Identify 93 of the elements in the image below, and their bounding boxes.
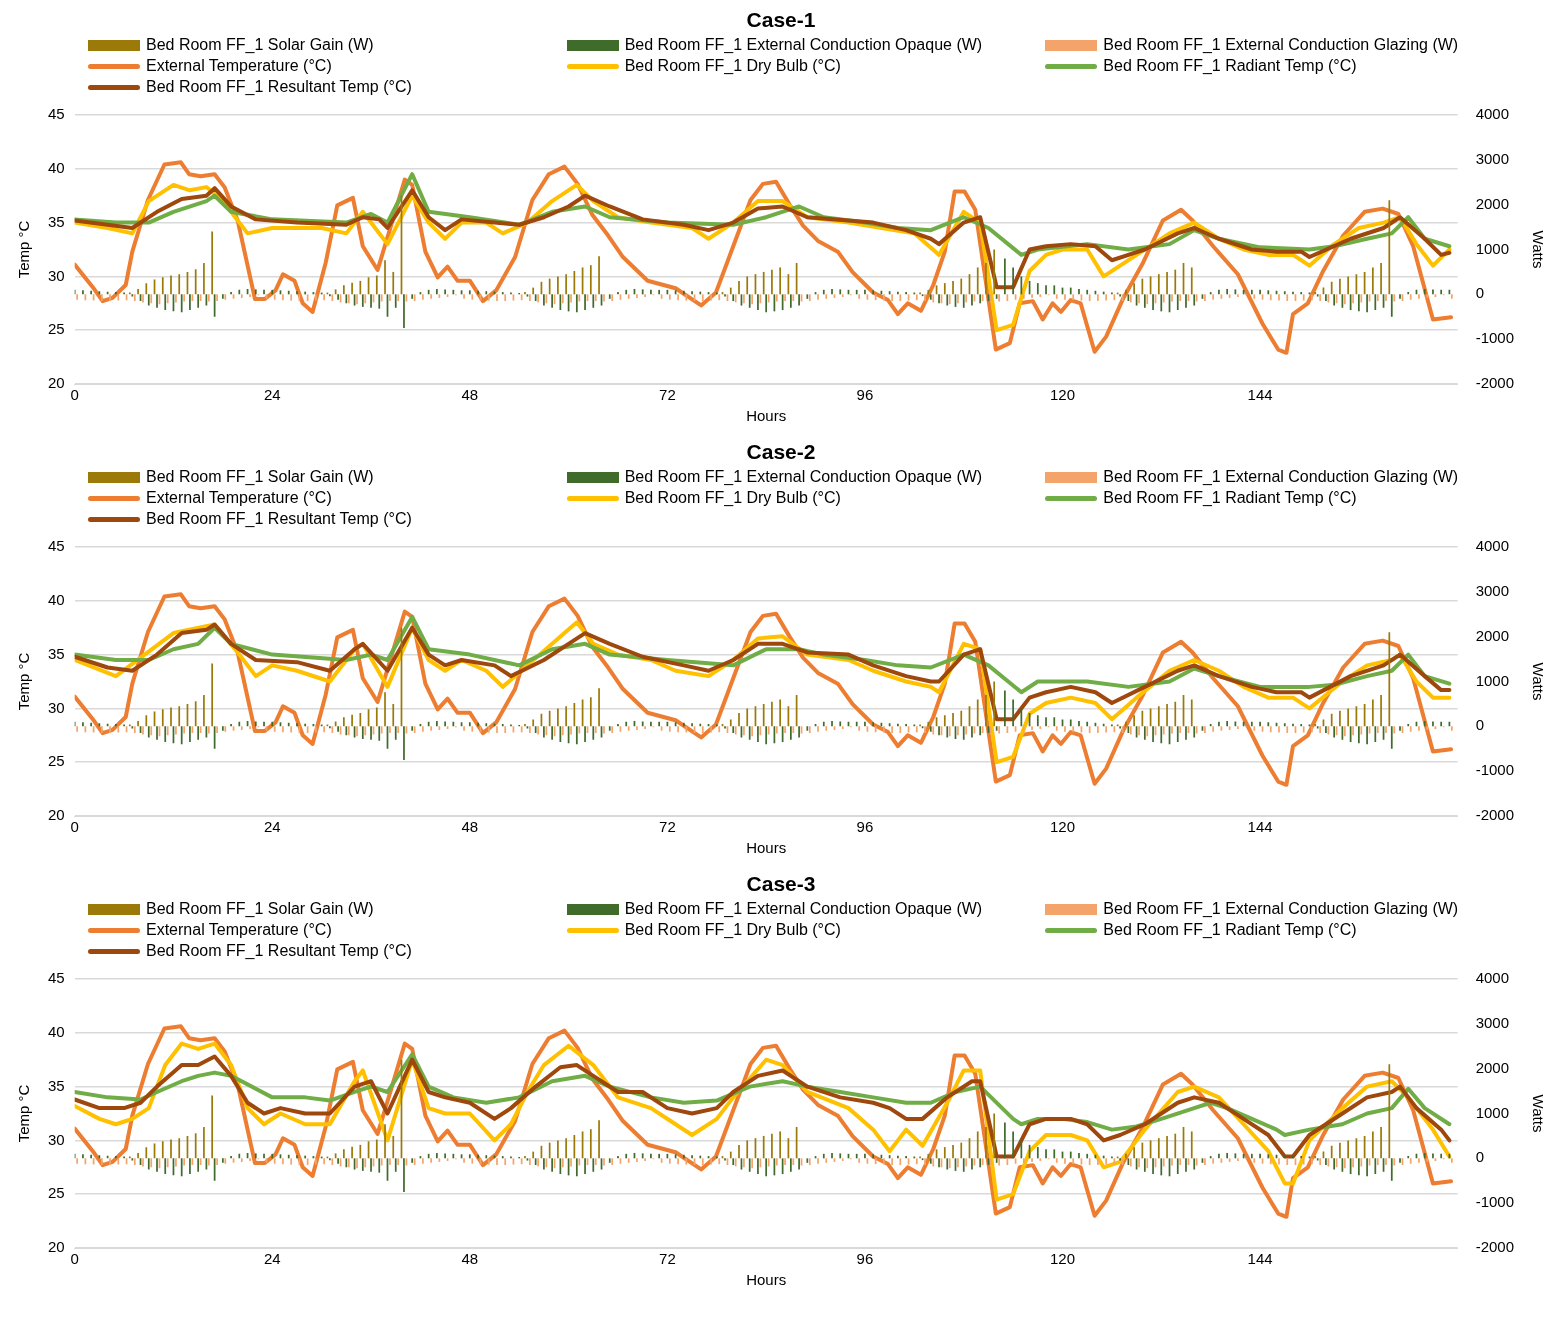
legend-label: Bed Room FF_1 Radiant Temp (°C) (1103, 57, 1357, 75)
y2-tick-label: -1000 (1475, 761, 1515, 779)
x-tick-label: 72 (659, 1250, 676, 1268)
x-tick-label: 24 (263, 386, 281, 404)
x-tick-label: 24 (263, 1250, 281, 1268)
y2-tick-label: 4000 (1475, 105, 1510, 123)
x-axis-title: Hours (746, 407, 787, 425)
x-tick-label: 120 (1049, 818, 1076, 836)
y-tick-label: 30 (48, 266, 65, 284)
x-axis-title: Hours (746, 839, 787, 857)
chart-title: Case-1 (745, 8, 817, 33)
y2-tick-label: 1000 (1475, 239, 1510, 257)
legend-label: Bed Room FF_1 Solar Gain (W) (146, 900, 374, 918)
y2-tick-label: 3000 (1475, 581, 1510, 599)
y2-tick-label: -2000 (1475, 374, 1515, 392)
y-tick-label: 20 (48, 374, 65, 392)
legend-label: External Temperature (°C) (146, 489, 332, 507)
legend-label: Bed Room FF_1 Dry Bulb (°C) (624, 921, 841, 939)
y-tick-label: 45 (48, 105, 65, 123)
legend-label: External Temperature (°C) (146, 921, 332, 939)
y-axis-title: Temp °C (15, 220, 33, 279)
x-tick-label: 72 (659, 818, 676, 836)
y-tick-label: 25 (48, 752, 65, 770)
x-tick-label: 96 (856, 386, 874, 404)
legend-label: Bed Room FF_1 Resultant Temp (°C) (146, 78, 412, 96)
legend-label: Bed Room FF_1 External Conduction Glazing (W) (1103, 468, 1459, 486)
x-tick-label: 144 (1247, 1250, 1273, 1268)
y-tick-label: 25 (48, 1184, 65, 1202)
y2-tick-label: 3000 (1475, 149, 1510, 167)
legend-label: Bed Room FF_1 External Conduction Opaque (W) (624, 900, 983, 918)
y2-axis-title: Watts (1529, 1094, 1547, 1133)
y2-tick-label: -2000 (1475, 1238, 1515, 1256)
legend-label: Bed Room FF_1 Radiant Temp (°C) (1103, 921, 1357, 939)
legend-label: Bed Room FF_1 Radiant Temp (°C) (1103, 489, 1357, 507)
y-tick-label: 40 (48, 1022, 65, 1040)
y2-tick-label: 1000 (1475, 1103, 1510, 1121)
x-tick-label: 144 (1247, 386, 1273, 404)
y-tick-label: 40 (48, 590, 65, 608)
chart-title: Case-2 (745, 440, 817, 465)
x-tick-label: 0 (70, 1250, 79, 1268)
y2-tick-label: 0 (1475, 716, 1484, 734)
y2-axis-title: Watts (1529, 662, 1547, 701)
x-tick-label: 72 (659, 386, 676, 404)
y-tick-label: 25 (48, 320, 65, 338)
y2-tick-label: 3000 (1475, 1013, 1510, 1031)
y2-tick-label: 0 (1475, 284, 1484, 302)
x-tick-label: 120 (1049, 1250, 1076, 1268)
chart-title: Case-3 (745, 872, 817, 897)
legend-label: Bed Room FF_1 Solar Gain (W) (146, 36, 374, 54)
x-tick-label: 96 (856, 818, 874, 836)
x-tick-label: 96 (856, 1250, 874, 1268)
y2-tick-label: 2000 (1475, 1058, 1510, 1076)
y-tick-label: 45 (48, 969, 65, 987)
y-axis-title: Temp °C (15, 652, 33, 711)
y2-tick-label: 0 (1475, 1148, 1484, 1166)
legend-label: Bed Room FF_1 External Conduction Opaque (W) (624, 468, 983, 486)
x-tick-label: 48 (461, 1250, 479, 1268)
y2-tick-label: 2000 (1475, 194, 1510, 212)
y-tick-label: 35 (48, 1076, 65, 1094)
legend-label: Bed Room FF_1 Resultant Temp (°C) (146, 942, 412, 960)
x-tick-label: 0 (70, 818, 79, 836)
y-tick-label: 30 (48, 1130, 65, 1148)
y2-tick-label: -1000 (1475, 329, 1515, 347)
x-axis-title: Hours (746, 1271, 787, 1289)
legend-label: Bed Room FF_1 Solar Gain (W) (146, 468, 374, 486)
y2-tick-label: -2000 (1475, 806, 1515, 824)
y2-axis-title: Watts (1529, 230, 1547, 269)
x-tick-label: 48 (461, 818, 479, 836)
y2-tick-label: -1000 (1475, 1193, 1515, 1211)
x-tick-label: 24 (263, 818, 281, 836)
legend-label: Bed Room FF_1 External Conduction Opaque (W) (624, 36, 983, 54)
y2-tick-label: 1000 (1475, 671, 1510, 689)
x-tick-label: 120 (1049, 386, 1076, 404)
y2-tick-label: 2000 (1475, 626, 1510, 644)
y2-tick-label: 4000 (1475, 537, 1510, 555)
legend-label: Bed Room FF_1 External Conduction Glazing (W) (1103, 900, 1459, 918)
x-tick-label: 0 (70, 386, 79, 404)
x-tick-label: 48 (461, 386, 479, 404)
y-tick-label: 45 (48, 537, 65, 555)
y-tick-label: 30 (48, 698, 65, 716)
legend-label: External Temperature (°C) (146, 57, 332, 75)
x-tick-label: 144 (1247, 818, 1273, 836)
y-tick-label: 20 (48, 1238, 65, 1256)
legend-label: Bed Room FF_1 Resultant Temp (°C) (146, 510, 412, 528)
y2-tick-label: 4000 (1475, 969, 1510, 987)
legend-label: Bed Room FF_1 External Conduction Glazing (W) (1103, 36, 1459, 54)
legend-label: Bed Room FF_1 Dry Bulb (°C) (624, 489, 841, 507)
y-axis-title: Temp °C (15, 1084, 33, 1143)
y-tick-label: 35 (48, 212, 65, 230)
y-tick-label: 20 (48, 806, 65, 824)
legend-label: Bed Room FF_1 Dry Bulb (°C) (624, 57, 841, 75)
y-tick-label: 35 (48, 644, 65, 662)
y-tick-label: 40 (48, 158, 65, 176)
